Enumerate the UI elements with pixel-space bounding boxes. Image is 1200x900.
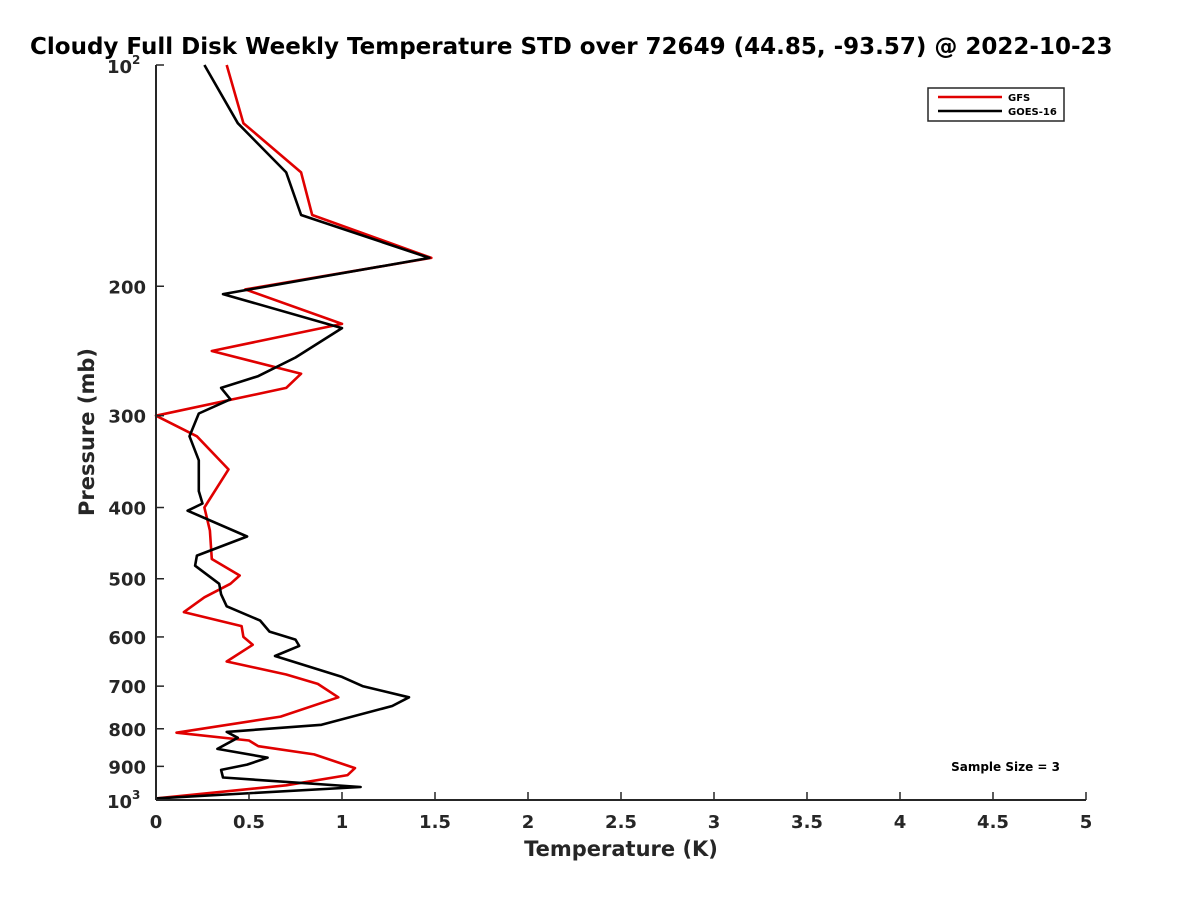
x-tick-label: 5 [1080,812,1093,833]
x-tick-label: 1.5 [419,812,451,833]
y-tick-label: 300 [108,407,146,428]
x-tick-label: 2 [522,812,535,833]
y-tick-label: 600 [108,628,146,649]
legend-label: GOES-16 [1008,107,1057,118]
y-tick-label: 700 [108,677,146,698]
y-tick-exponent: 3 [132,788,140,802]
x-tick-label: 2.5 [605,812,637,833]
legend-label: GFS [1008,93,1030,104]
y-tick-label: 200 [108,277,146,298]
y-axis-label: Pressure (mb) [75,348,99,516]
x-tick-label: 0 [150,812,163,833]
y-tick-label: 800 [108,720,146,741]
legend-items: GFS GOES-16 [938,93,1057,118]
x-tick-label: 3 [708,812,721,833]
x-tick-label: 3.5 [791,812,823,833]
x-ticks: 0 0.5 1 1.5 2 2.5 3 3.5 4 4.5 5 [150,792,1093,833]
x-tick-label: 0.5 [233,812,265,833]
sample-size-annotation: Sample Size = 3 [951,760,1060,774]
x-tick-label: 1 [336,812,349,833]
x-tick-label: 4.5 [977,812,1009,833]
y-tick-base: 10 [107,57,132,78]
y-tick-label-power: 10 3 [107,788,140,813]
y-tick-base: 10 [107,792,132,813]
series-line-goes-16 [155,64,431,800]
legend: GFS GOES-16 [927,87,1065,122]
chart-title: Cloudy Full Disk Weekly Temperature STD … [30,34,1113,60]
y-tick-label: 900 [108,757,146,778]
y-tick-exponent: 2 [132,53,140,67]
plot-area: 0 0.5 1 1.5 2 2.5 3 3.5 4 4.5 5 10 2200300400500600… [107,53,1092,833]
x-axis-label: Temperature (K) [524,837,718,861]
x-tick-label: 4 [894,812,907,833]
y-tick-label: 400 [108,499,146,520]
y-tick-label-power: 10 2 [107,53,140,78]
legend-box [927,87,1065,122]
y-tick-label: 500 [108,570,146,591]
series-line-gfs [154,64,433,800]
series-layer [154,64,433,800]
